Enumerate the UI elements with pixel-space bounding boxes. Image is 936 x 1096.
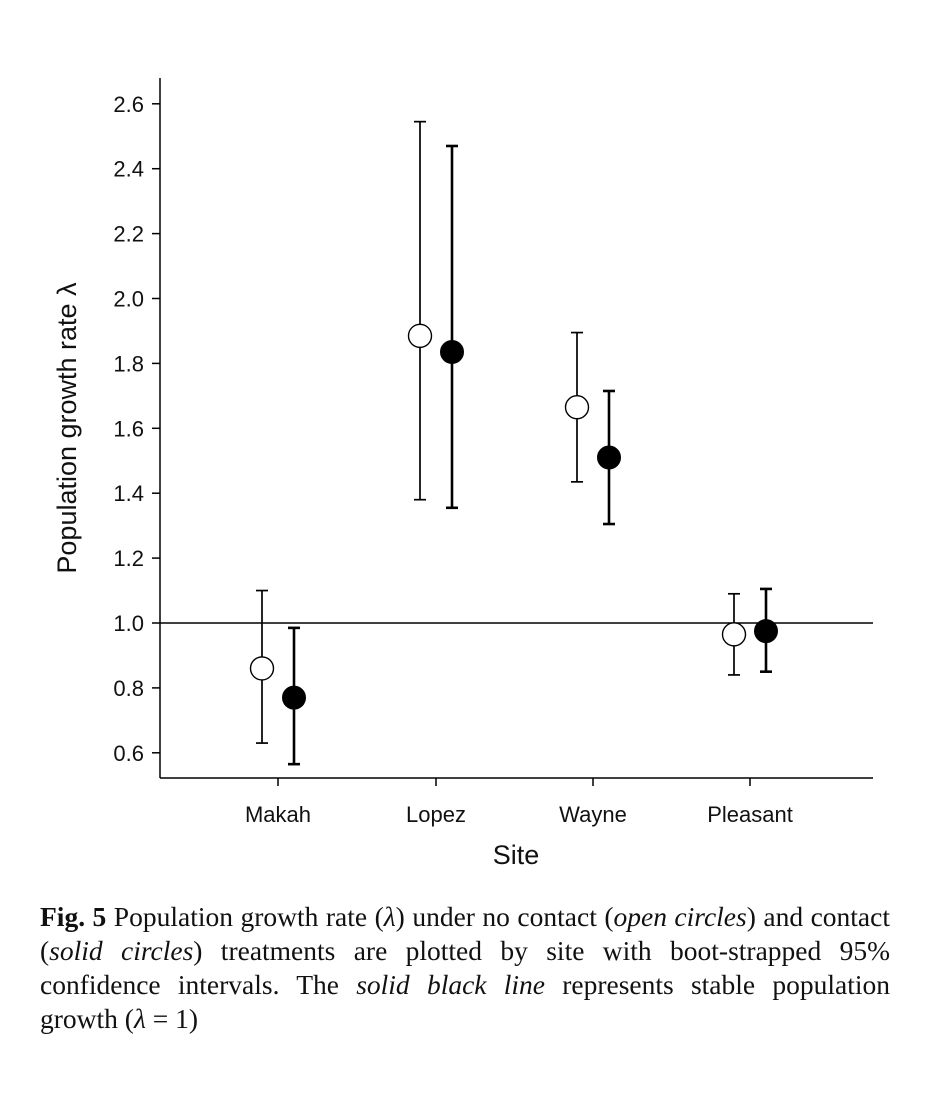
x-tick-label: Makah <box>245 802 311 827</box>
caption-fragment: ) under no contact ( <box>395 901 614 932</box>
caption-fragment: open circles <box>613 901 747 932</box>
axes: 0.6 0.8 1.0 1.2 1.4 1.6 1.8 2.0 2.2 2.4 2.6 Makah Lo… <box>113 78 873 827</box>
x-tick-label: Pleasant <box>707 802 793 827</box>
y-tick-label: 2.4 <box>113 157 144 182</box>
caption-fragment: represents stable population growth ( <box>40 969 890 1034</box>
y-tick-label: 1.8 <box>113 351 144 376</box>
x-tick-label: Wayne <box>559 802 627 827</box>
figure-label: Fig. 5 <box>40 901 107 932</box>
open-circle-point <box>721 622 747 647</box>
caption-fragment: = 1) <box>145 1003 199 1034</box>
x-axis-label: Site <box>493 840 540 870</box>
caption-fragment: ) and contact ( <box>40 901 890 966</box>
y-tick-label: 1.6 <box>113 416 144 441</box>
caption-fragment: λ <box>383 901 396 932</box>
y-tick-label: 1.2 <box>113 546 144 571</box>
y-tick-label: 1.0 <box>113 611 144 636</box>
y-axis-label: Population growth rate λ <box>52 282 82 574</box>
y-tick-label: 0.6 <box>113 741 144 766</box>
y-tick-label: 2.6 <box>113 92 144 117</box>
y-tick-label: 0.8 <box>113 676 144 701</box>
chart-marks <box>249 120 778 766</box>
figure-caption: Fig. 5 Population growth rate (λ) under … <box>40 900 890 1036</box>
y-tick-label: 2.0 <box>113 287 144 312</box>
caption-fragment: Population growth rate ( <box>106 901 384 932</box>
y-tick-label: 1.4 <box>113 481 144 506</box>
solid-circle-point <box>282 685 306 710</box>
open-circle-point <box>564 395 590 420</box>
chart: 0.6 0.8 1.0 1.2 1.4 1.6 1.8 2.0 2.2 2.4 2.6 Makah Lo… <box>52 78 873 870</box>
caption-fragment: λ <box>133 1003 146 1034</box>
x-tick-label: Lopez <box>406 802 466 827</box>
y-tick-label: 2.2 <box>113 222 144 247</box>
caption-fragment: solid circles <box>49 935 194 966</box>
solid-circle-point <box>440 340 464 365</box>
solid-circle-point <box>754 619 778 644</box>
solid-circle-point <box>597 445 621 470</box>
caption-text: Population growth rate (λ) under no cont… <box>40 901 890 1034</box>
caption-fragment: solid black line <box>356 969 545 1000</box>
caption-fragment: ) treatments are plotted by site with bo… <box>40 935 890 1000</box>
open-circle-point <box>407 323 433 349</box>
open-circle-point <box>249 656 275 681</box>
